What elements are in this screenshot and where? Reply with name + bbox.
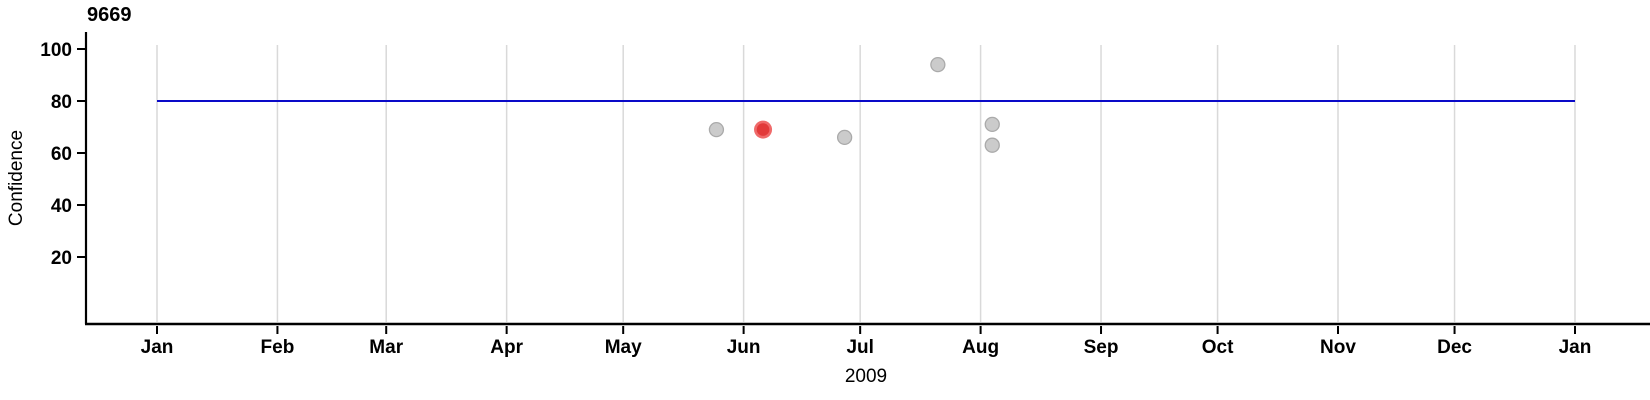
x-axis-year-label: 2009	[844, 366, 888, 387]
data-point-selected[interactable]	[756, 123, 770, 136]
x-tick-label: Nov	[1320, 337, 1356, 358]
x-tick-label: Aug	[962, 337, 999, 358]
x-tick-label: Apr	[490, 337, 523, 358]
x-tick-label: Sep	[1084, 337, 1119, 358]
x-tick-label: Jan	[1559, 337, 1592, 358]
data-point[interactable]	[930, 56, 946, 73]
x-tick-label: Feb	[261, 337, 295, 358]
y-tick-label: 80	[51, 92, 72, 113]
data-point[interactable]	[984, 137, 1000, 153]
y-tick-label: 40	[51, 196, 72, 217]
x-tick-label: Oct	[1202, 337, 1234, 358]
x-tick-label: Dec	[1437, 337, 1472, 358]
data-point[interactable]	[836, 129, 853, 146]
data-point[interactable]	[984, 116, 1000, 133]
x-tick-label: Jul	[846, 337, 873, 358]
y-tick-label: 20	[51, 248, 72, 269]
data-point[interactable]	[708, 121, 725, 138]
x-tick-label: May	[605, 337, 642, 358]
x-tick-label: Jun	[727, 337, 761, 358]
x-tick-label: Jan	[141, 337, 174, 358]
x-tick-label: Mar	[369, 337, 403, 358]
y-tick-label: 60	[51, 144, 72, 165]
y-tick-label: 100	[40, 40, 72, 61]
chart-title: 9669	[87, 4, 132, 26]
